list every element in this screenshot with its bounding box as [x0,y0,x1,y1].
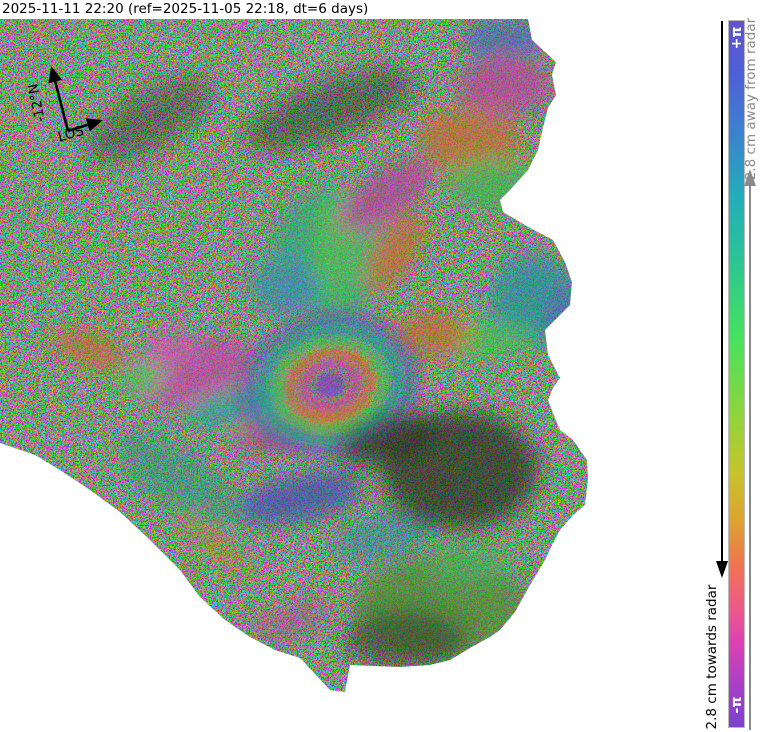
away-from-radar-arrowhead [744,169,756,186]
orientation-annotation [48,66,103,133]
colorbar-minus-pi-label: -π [729,696,745,714]
towards-radar-arrowhead [716,561,728,578]
figure-title: 2025-11-11 22:20 (ref=2025-11-05 22:18, … [2,1,369,17]
north-arrow [48,66,70,132]
north-arrow-label: -12°N [25,82,49,123]
towards-radar-label: 2.8 cm towards radar [704,584,720,730]
away-from-radar-arrow-line [749,184,751,730]
away-from-radar-label: 2.8 cm away from radar [743,17,759,181]
colorbar-gradient [728,20,745,728]
towards-radar-arrow-line [721,21,723,563]
los-arrow [67,118,103,133]
los-arrow-label: LOS [56,123,86,146]
